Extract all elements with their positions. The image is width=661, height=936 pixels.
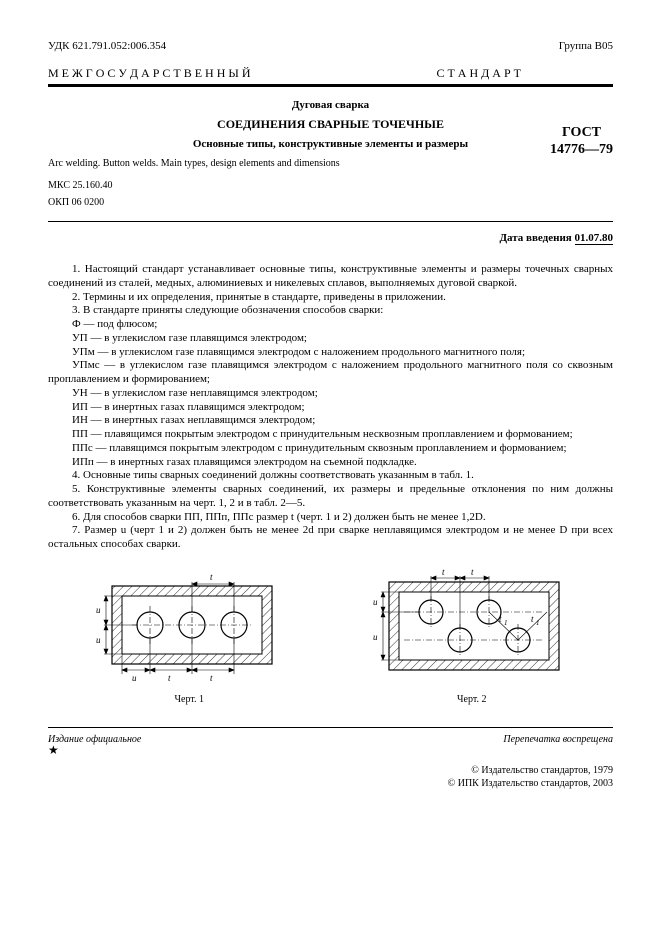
para-5: 5. Конструктивные элементы сварных соеди… — [48, 483, 613, 511]
footer-right: Перепечатка воспрещена — [503, 734, 613, 760]
title-en: Arc welding. Button welds. Main types, d… — [48, 158, 613, 169]
para-3: 3. В стандарте приняты следующие обознач… — [48, 304, 613, 318]
para-3c: УПм — в углекислом газе плавящимся элект… — [48, 346, 613, 360]
svg-text:u: u — [373, 632, 378, 642]
para-4: 4. Основные типы сварных соединений долж… — [48, 469, 613, 483]
svg-text:u: u — [96, 635, 101, 645]
standard-code: ГОСТ 14776—79 — [550, 125, 613, 159]
para-7: 7. Размер u (черт 1 и 2) должен быть не … — [48, 524, 613, 552]
para-2: 2. Термины и их определения, принятые в … — [48, 291, 613, 305]
para-3a: Ф — под флюсом; — [48, 318, 613, 332]
para-3i: ППс — плавящимся покрытым электродом с п… — [48, 442, 613, 456]
figure-1-caption: Черт. 1 — [175, 694, 204, 705]
copyright-2: © ИПК Издательство стандартов, 2003 — [48, 777, 613, 790]
para-3h: ПП — плавящимся покрытым электродом с пр… — [48, 428, 613, 442]
para-3j: ИПп — в инертных газах плавящимся электр… — [48, 456, 613, 470]
footer-left: Издание официальное — [48, 734, 141, 745]
svg-text:u: u — [373, 597, 378, 607]
udk-code: УДК 621.791.052:006.354 — [48, 40, 166, 52]
title-suptitle: Дуговая сварка — [48, 99, 613, 111]
footer-rule — [48, 727, 613, 728]
copyright-1: © Издательство стандартов, 1979 — [48, 764, 613, 777]
figure-2-caption: Черт. 2 — [457, 694, 486, 705]
para-3d: УПмс — в углекислом газе плавящимся элек… — [48, 359, 613, 387]
svg-text:u: u — [96, 605, 101, 615]
svg-text:t: t — [471, 568, 474, 577]
svg-text:t: t — [210, 572, 213, 582]
svg-text:t: t — [210, 673, 213, 683]
group-code: Группа В05 — [559, 40, 613, 52]
para-3b: УП — в углекислом газе плавящимся электр… — [48, 332, 613, 346]
figure-1: u u u t t — [82, 568, 292, 688]
title-main: СОЕДИНЕНИЯ СВАРНЫЕ ТОЧЕЧНЫЕ — [48, 117, 613, 132]
okp-code: ОКП 06 0200 — [48, 196, 613, 209]
para-1: 1. Настоящий стандарт устанавливает осно… — [48, 263, 613, 291]
svg-text:u: u — [132, 673, 137, 683]
figure-2: u u t t t1 t1 — [359, 568, 579, 688]
star-icon: ★ — [48, 743, 59, 757]
top-rule — [48, 84, 613, 87]
body-text: 1. Настоящий стандарт устанавливает осно… — [48, 263, 613, 552]
para-3f: ИП — в инертных газах плавящимся электро… — [48, 401, 613, 415]
para-3e: УН — в углекислом газе неплавящимся элек… — [48, 387, 613, 401]
svg-text:1: 1 — [504, 619, 508, 627]
svg-text:t: t — [442, 568, 445, 577]
para-6: 6. Для способов сварки ПП, ППп, ППс разм… — [48, 511, 613, 525]
para-3g: ИН — в инертных газах неплавящимся элект… — [48, 414, 613, 428]
effective-date: Дата введения 01.07.80 — [48, 232, 613, 245]
mid-rule — [48, 221, 613, 222]
svg-text:1: 1 — [536, 619, 540, 627]
mks-code: МКС 25.160.40 — [48, 179, 613, 192]
svg-text:t: t — [168, 673, 171, 683]
header-standard: М Е Ж Г О С У Д А Р С Т В Е Н Н Ы Й С Т … — [48, 66, 613, 81]
title-sub: Основные типы, конструктивные элементы и… — [48, 138, 613, 150]
